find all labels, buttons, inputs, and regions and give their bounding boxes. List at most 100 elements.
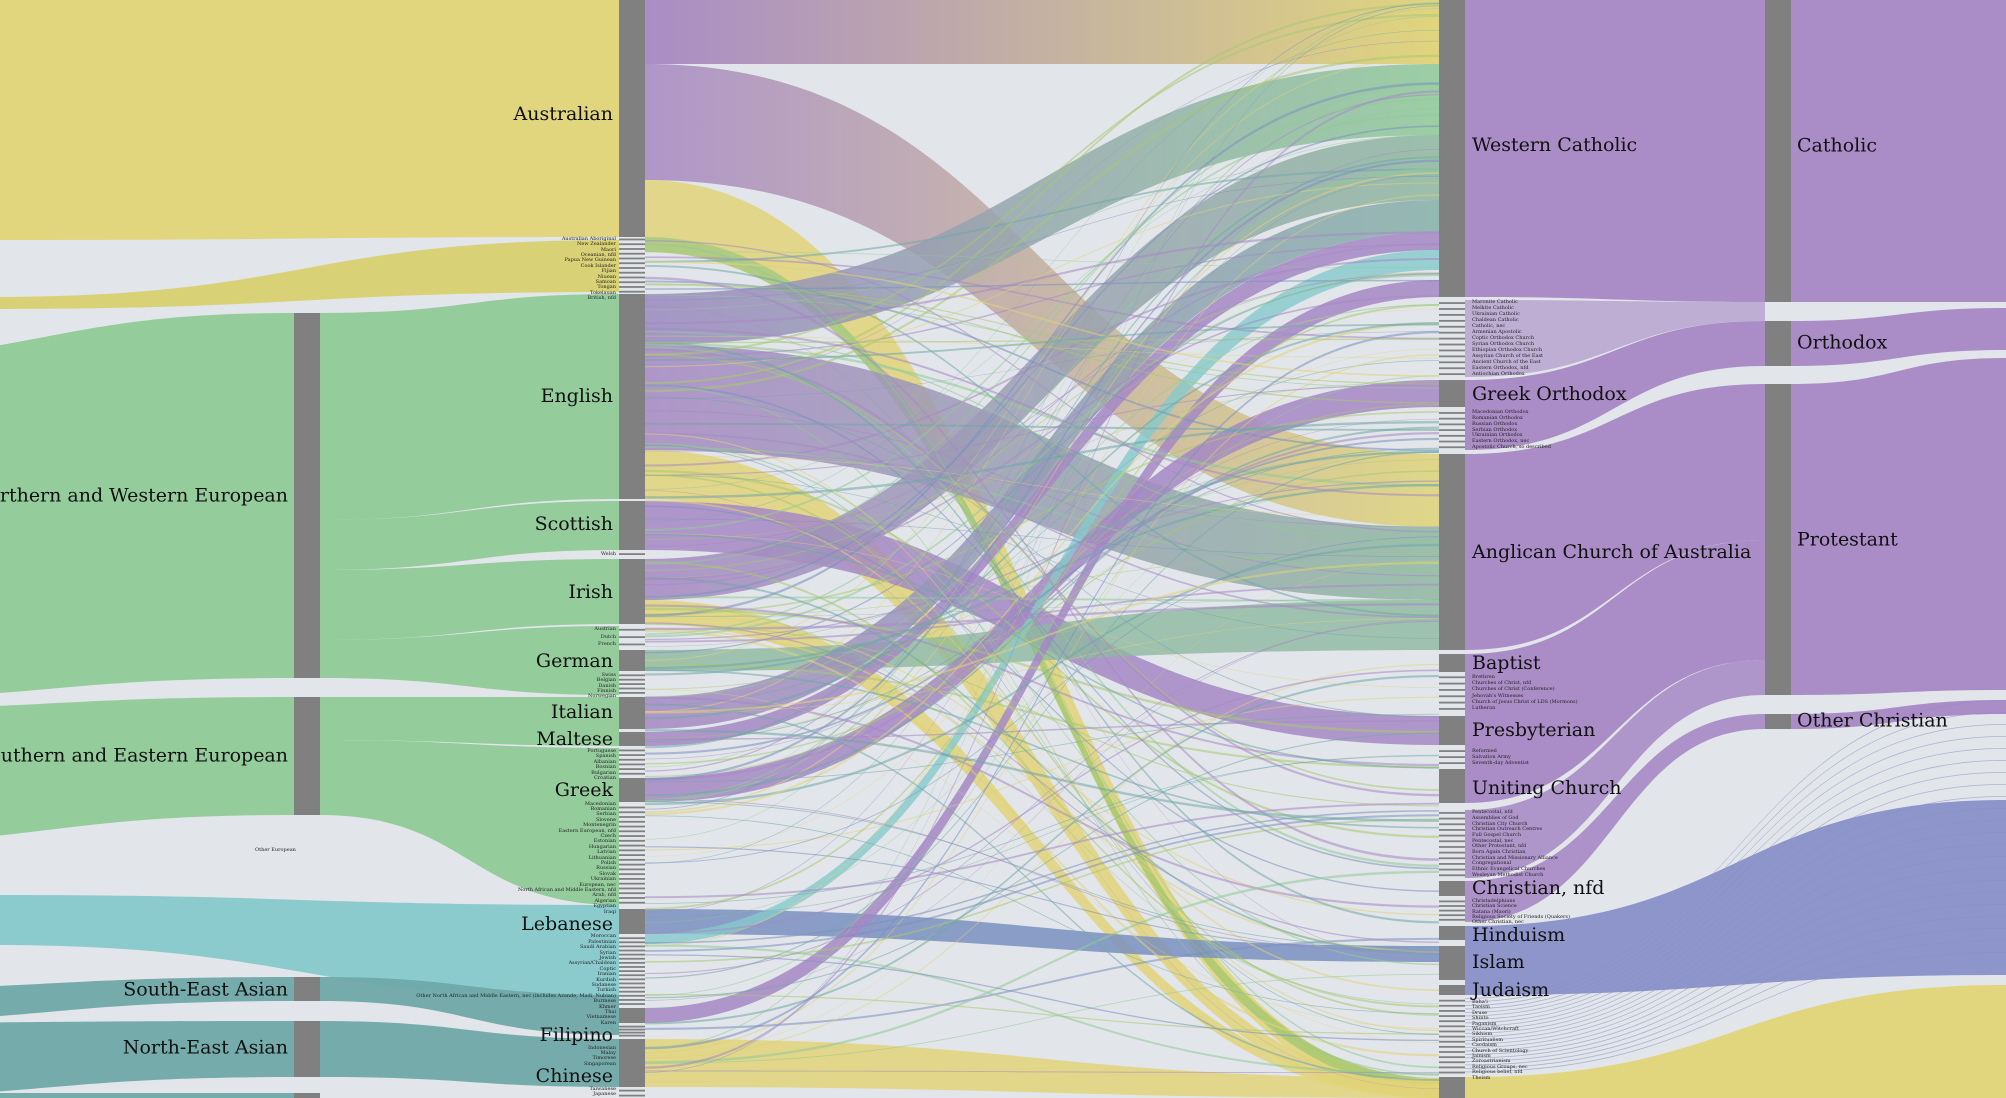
small-node <box>1439 682 1465 685</box>
thin-flow <box>645 450 1439 527</box>
node-english <box>619 294 645 499</box>
small-node <box>619 994 645 997</box>
small-node-label: Russian <box>596 865 616 872</box>
small-node-label: Samoan <box>595 279 616 286</box>
small-node-label: Eastern Orthodox, nec <box>1472 437 1530 444</box>
small-node <box>1439 812 1465 814</box>
thin-flow <box>1465 796 2006 1027</box>
thin-flow <box>645 993 1439 1035</box>
thin-flow <box>645 327 1439 497</box>
thin-flow <box>645 688 1439 1029</box>
thin-flow <box>645 2 1439 1049</box>
flow-ribbon <box>645 200 1439 729</box>
small-node-label: Turkish <box>596 987 616 994</box>
thin-flow <box>645 422 1439 431</box>
small-node-label: Pentecostal, nfd <box>1472 809 1513 816</box>
small-node-label: Christadelphians <box>1472 897 1516 904</box>
thin-flow <box>1465 808 2006 1031</box>
small-node-label: Swiss <box>601 671 616 678</box>
thin-flow <box>645 622 1439 944</box>
thin-flow <box>645 533 1439 769</box>
small-node <box>619 553 645 555</box>
small-node-label: Lithuanian <box>588 854 616 861</box>
small-node <box>619 687 645 690</box>
thin-flow <box>1465 952 2006 1073</box>
small-node-label: Algerian <box>594 897 616 904</box>
thin-flow <box>645 561 1439 714</box>
node-se-asian <box>294 977 320 1001</box>
thin-flow <box>645 304 1439 698</box>
small-node-label: Melkite Catholic <box>1472 305 1514 312</box>
node-orthodox <box>1765 321 1791 366</box>
small-node-label: Ancient Church of the East <box>1472 358 1541 365</box>
small-node-label: Seventh-day Adventist <box>1472 759 1529 766</box>
small-node-label: Polish <box>600 860 616 866</box>
small-node-label: Church of Jesus Christ of LDS (Mormons) <box>1472 699 1578 705</box>
thin-flow <box>1465 856 2006 1045</box>
small-node-label: Ukrainian <box>590 876 616 883</box>
small-node <box>619 281 645 284</box>
thin-flow <box>645 455 1439 518</box>
small-node <box>1439 708 1465 710</box>
small-node-label: Arab, nfd <box>592 892 616 899</box>
thin-flow <box>645 194 1439 947</box>
thin-flow <box>645 729 1439 822</box>
node-label-uniting: Uniting Church <box>1472 776 1622 799</box>
node-judaism <box>1439 985 1465 995</box>
small-node-label: Tongan <box>597 284 616 291</box>
thin-flow <box>645 483 1439 670</box>
small-node-label: Salvation Army <box>1472 753 1511 760</box>
small-node-label: Apostolic Church, so described <box>1472 443 1551 450</box>
thin-flow <box>1465 784 2006 1024</box>
small-node <box>1439 367 1465 370</box>
small-node <box>619 290 645 293</box>
small-node-label: Macedonian <box>584 800 616 807</box>
small-node <box>1439 695 1465 698</box>
thin-flow <box>645 703 1439 1081</box>
node-ne-asian <box>294 1021 320 1077</box>
thin-flow <box>645 159 1439 781</box>
thin-flow <box>645 384 1439 476</box>
small-node-label: Niuean <box>597 273 616 280</box>
small-node-label: European, nec <box>579 881 616 888</box>
small-node-label: Christian City Church <box>1472 820 1528 827</box>
small-node <box>619 749 645 752</box>
small-node-label: Brethren <box>1472 673 1495 680</box>
thin-flow <box>1465 820 2006 1034</box>
small-node <box>1439 302 1465 304</box>
flow-ribbon <box>320 501 619 570</box>
thin-flow <box>645 98 1439 565</box>
small-node <box>619 768 645 770</box>
small-node <box>1439 1025 1465 1028</box>
small-node <box>1439 1015 1465 1017</box>
thin-flow <box>1465 724 2006 1006</box>
small-node <box>619 999 645 1001</box>
node-label-baptist: Baptist <box>1472 651 1541 674</box>
small-node <box>1439 914 1465 917</box>
small-node <box>1439 1071 1465 1074</box>
small-node <box>619 901 645 904</box>
thin-flow <box>645 469 1439 838</box>
small-node <box>1439 1010 1465 1012</box>
small-node-label: Vietnamese <box>586 1014 616 1021</box>
thin-flow <box>645 261 1439 377</box>
small-node-label: Assemblies of God <box>1472 815 1519 821</box>
thin-flow <box>645 629 1439 1057</box>
small-node <box>619 806 645 809</box>
flow-ribbon <box>1465 800 2006 995</box>
small-node-label: Syrian <box>599 949 616 956</box>
small-node <box>619 276 645 279</box>
thin-flow <box>1465 940 2006 1069</box>
small-node-label: Ethiopian Orthodox Church <box>1472 346 1543 353</box>
thin-flow <box>645 90 1439 1069</box>
small-node-label: Coptic <box>599 965 616 972</box>
thin-flow <box>645 125 1439 598</box>
thin-flow <box>645 54 1439 393</box>
small-node <box>1439 874 1465 877</box>
thin-flow <box>1465 748 2006 1013</box>
flow-ribbon <box>320 294 619 520</box>
small-node-label: Estonian <box>593 838 616 845</box>
thin-flow <box>645 447 1439 743</box>
node-filipino <box>619 1008 645 1023</box>
small-node <box>1439 857 1465 860</box>
